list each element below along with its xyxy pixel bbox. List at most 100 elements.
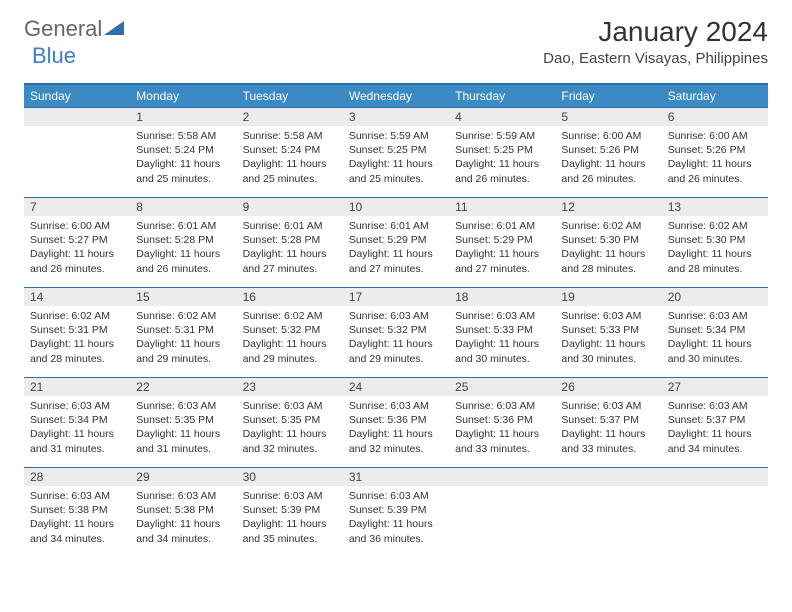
day-number: 19: [555, 287, 661, 306]
day-data: Sunrise: 6:02 AMSunset: 5:30 PMDaylight:…: [662, 216, 768, 282]
sunrise-line: Sunrise: 6:03 AM: [30, 399, 124, 413]
sunrise-line: Sunrise: 6:00 AM: [668, 129, 762, 143]
sunrise-line: Sunrise: 6:03 AM: [668, 309, 762, 323]
day-data: Sunrise: 6:01 AMSunset: 5:28 PMDaylight:…: [130, 216, 236, 282]
day-data: Sunrise: 6:03 AMSunset: 5:35 PMDaylight:…: [237, 396, 343, 462]
day-number: 3: [343, 107, 449, 126]
day-number: 27: [662, 377, 768, 396]
calendar-cell: 15Sunrise: 6:02 AMSunset: 5:31 PMDayligh…: [130, 287, 236, 377]
calendar-body: 1Sunrise: 5:58 AMSunset: 5:24 PMDaylight…: [24, 107, 768, 557]
sunrise-line: Sunrise: 6:03 AM: [243, 399, 337, 413]
calendar-cell: 12Sunrise: 6:02 AMSunset: 5:30 PMDayligh…: [555, 197, 661, 287]
sunset-line: Sunset: 5:33 PM: [455, 323, 549, 337]
calendar-cell: 13Sunrise: 6:02 AMSunset: 5:30 PMDayligh…: [662, 197, 768, 287]
calendar-cell: 31Sunrise: 6:03 AMSunset: 5:39 PMDayligh…: [343, 467, 449, 557]
day-number: 11: [449, 197, 555, 216]
sunrise-line: Sunrise: 6:01 AM: [136, 219, 230, 233]
day-data: Sunrise: 6:03 AMSunset: 5:36 PMDaylight:…: [343, 396, 449, 462]
day-data: Sunrise: 6:03 AMSunset: 5:39 PMDaylight:…: [343, 486, 449, 552]
day-data: Sunrise: 6:03 AMSunset: 5:34 PMDaylight:…: [24, 396, 130, 462]
calendar-cell: 5Sunrise: 6:00 AMSunset: 5:26 PMDaylight…: [555, 107, 661, 197]
calendar-cell: 20Sunrise: 6:03 AMSunset: 5:34 PMDayligh…: [662, 287, 768, 377]
sunrise-line: Sunrise: 6:03 AM: [668, 399, 762, 413]
day-data: Sunrise: 5:59 AMSunset: 5:25 PMDaylight:…: [343, 126, 449, 192]
day-number: 14: [24, 287, 130, 306]
sunset-line: Sunset: 5:34 PM: [30, 413, 124, 427]
daylight-line: Daylight: 11 hours and 32 minutes.: [243, 427, 337, 455]
calendar-cell: 28Sunrise: 6:03 AMSunset: 5:38 PMDayligh…: [24, 467, 130, 557]
calendar-row: 1Sunrise: 5:58 AMSunset: 5:24 PMDaylight…: [24, 107, 768, 197]
calendar-cell: 8Sunrise: 6:01 AMSunset: 5:28 PMDaylight…: [130, 197, 236, 287]
calendar-row: 7Sunrise: 6:00 AMSunset: 5:27 PMDaylight…: [24, 197, 768, 287]
day-number: 25: [449, 377, 555, 396]
calendar-cell: 10Sunrise: 6:01 AMSunset: 5:29 PMDayligh…: [343, 197, 449, 287]
sunset-line: Sunset: 5:29 PM: [349, 233, 443, 247]
day-data: Sunrise: 6:03 AMSunset: 5:35 PMDaylight:…: [130, 396, 236, 462]
day-data: Sunrise: 6:03 AMSunset: 5:33 PMDaylight:…: [555, 306, 661, 372]
calendar-cell: 9Sunrise: 6:01 AMSunset: 5:28 PMDaylight…: [237, 197, 343, 287]
day-data: Sunrise: 6:01 AMSunset: 5:28 PMDaylight:…: [237, 216, 343, 282]
sunset-line: Sunset: 5:31 PM: [30, 323, 124, 337]
day-data: Sunrise: 6:03 AMSunset: 5:38 PMDaylight:…: [130, 486, 236, 552]
day-number: 12: [555, 197, 661, 216]
sunrise-line: Sunrise: 6:03 AM: [455, 309, 549, 323]
calendar-row: 28Sunrise: 6:03 AMSunset: 5:38 PMDayligh…: [24, 467, 768, 557]
sunset-line: Sunset: 5:27 PM: [30, 233, 124, 247]
weekday-header: Wednesday: [343, 84, 449, 107]
day-data: Sunrise: 6:03 AMSunset: 5:39 PMDaylight:…: [237, 486, 343, 552]
day-number: 26: [555, 377, 661, 396]
daylight-line: Daylight: 11 hours and 32 minutes.: [349, 427, 443, 455]
sunset-line: Sunset: 5:33 PM: [561, 323, 655, 337]
calendar-cell: 23Sunrise: 6:03 AMSunset: 5:35 PMDayligh…: [237, 377, 343, 467]
daylight-line: Daylight: 11 hours and 29 minutes.: [243, 337, 337, 365]
day-data: Sunrise: 5:59 AMSunset: 5:25 PMDaylight:…: [449, 126, 555, 192]
sunrise-line: Sunrise: 6:03 AM: [349, 309, 443, 323]
weekday-header: Tuesday: [237, 84, 343, 107]
daylight-line: Daylight: 11 hours and 30 minutes.: [455, 337, 549, 365]
day-data: Sunrise: 6:00 AMSunset: 5:27 PMDaylight:…: [24, 216, 130, 282]
weekday-header-row: SundayMondayTuesdayWednesdayThursdayFrid…: [24, 84, 768, 107]
sunset-line: Sunset: 5:28 PM: [243, 233, 337, 247]
daylight-line: Daylight: 11 hours and 27 minutes.: [349, 247, 443, 275]
sunset-line: Sunset: 5:31 PM: [136, 323, 230, 337]
sunrise-line: Sunrise: 6:02 AM: [668, 219, 762, 233]
sunrise-line: Sunrise: 6:02 AM: [561, 219, 655, 233]
daylight-line: Daylight: 11 hours and 34 minutes.: [668, 427, 762, 455]
daylight-line: Daylight: 11 hours and 27 minutes.: [243, 247, 337, 275]
daylight-line: Daylight: 11 hours and 33 minutes.: [561, 427, 655, 455]
day-number: 15: [130, 287, 236, 306]
sunrise-line: Sunrise: 5:59 AM: [455, 129, 549, 143]
logo: General: [24, 16, 124, 42]
daylight-line: Daylight: 11 hours and 35 minutes.: [243, 517, 337, 545]
calendar-cell: 4Sunrise: 5:59 AMSunset: 5:25 PMDaylight…: [449, 107, 555, 197]
daylight-line: Daylight: 11 hours and 36 minutes.: [349, 517, 443, 545]
day-data: Sunrise: 6:02 AMSunset: 5:30 PMDaylight:…: [555, 216, 661, 282]
calendar-cell: 27Sunrise: 6:03 AMSunset: 5:37 PMDayligh…: [662, 377, 768, 467]
calendar-cell: 18Sunrise: 6:03 AMSunset: 5:33 PMDayligh…: [449, 287, 555, 377]
sunrise-line: Sunrise: 5:59 AM: [349, 129, 443, 143]
sunrise-line: Sunrise: 6:02 AM: [243, 309, 337, 323]
sunrise-line: Sunrise: 6:03 AM: [136, 489, 230, 503]
daylight-line: Daylight: 11 hours and 25 minutes.: [349, 157, 443, 185]
day-data: Sunrise: 6:02 AMSunset: 5:31 PMDaylight:…: [130, 306, 236, 372]
calendar-cell: 1Sunrise: 5:58 AMSunset: 5:24 PMDaylight…: [130, 107, 236, 197]
day-data: Sunrise: 6:00 AMSunset: 5:26 PMDaylight:…: [555, 126, 661, 192]
sunrise-line: Sunrise: 6:03 AM: [30, 489, 124, 503]
sunset-line: Sunset: 5:36 PM: [455, 413, 549, 427]
calendar-cell-empty: [662, 467, 768, 557]
day-number: 7: [24, 197, 130, 216]
daylight-line: Daylight: 11 hours and 26 minutes.: [455, 157, 549, 185]
daylight-line: Daylight: 11 hours and 30 minutes.: [668, 337, 762, 365]
calendar-cell: 6Sunrise: 6:00 AMSunset: 5:26 PMDaylight…: [662, 107, 768, 197]
sunset-line: Sunset: 5:37 PM: [561, 413, 655, 427]
day-number: 29: [130, 467, 236, 486]
sunset-line: Sunset: 5:25 PM: [455, 143, 549, 157]
weekday-header: Sunday: [24, 84, 130, 107]
day-data: Sunrise: 6:02 AMSunset: 5:32 PMDaylight:…: [237, 306, 343, 372]
calendar-cell: 2Sunrise: 5:58 AMSunset: 5:24 PMDaylight…: [237, 107, 343, 197]
sunset-line: Sunset: 5:30 PM: [561, 233, 655, 247]
sunset-line: Sunset: 5:39 PM: [243, 503, 337, 517]
day-number: 4: [449, 107, 555, 126]
weekday-header: Saturday: [662, 84, 768, 107]
daylight-line: Daylight: 11 hours and 30 minutes.: [561, 337, 655, 365]
